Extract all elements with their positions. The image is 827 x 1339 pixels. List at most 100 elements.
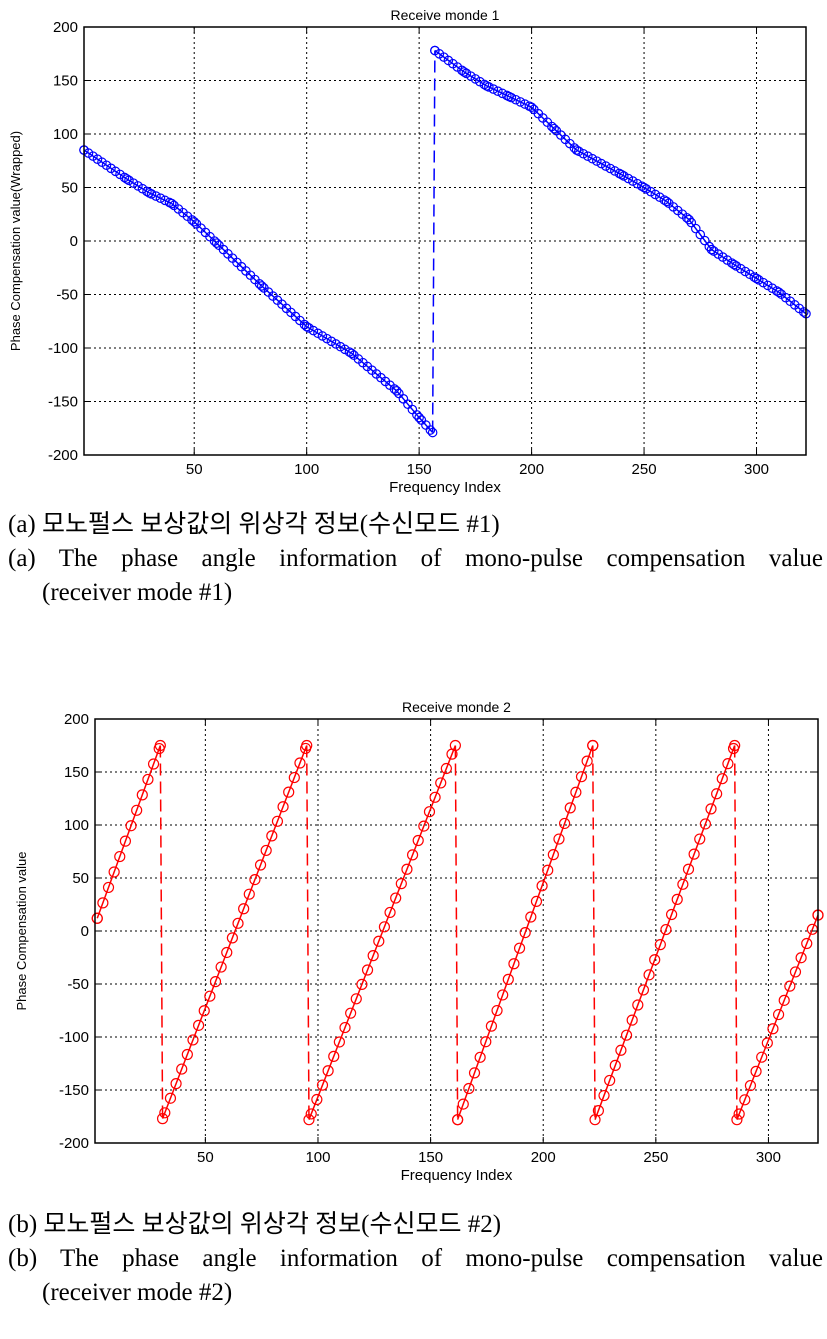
series-line — [261, 285, 308, 328]
data-point — [311, 1093, 323, 1106]
x-tick-label: 250 — [643, 1149, 668, 1166]
y-tick-label: 200 — [64, 711, 89, 728]
data-point — [166, 198, 177, 209]
tick-labels: 50 100 150 200 250 300 -200 -150 -100 -50 0 50 100 15… — [48, 19, 806, 478]
y-tick-label: -150 — [48, 394, 78, 411]
data-point — [463, 1082, 475, 1095]
data-point — [778, 994, 790, 1006]
data-point — [481, 81, 492, 91]
data-point — [559, 817, 571, 830]
data-point — [592, 156, 602, 166]
data-point — [345, 1007, 357, 1019]
data-point — [609, 1059, 621, 1071]
y-tick-label: 150 — [64, 764, 89, 781]
data-point — [801, 937, 813, 950]
y-tick-label: -100 — [48, 340, 78, 357]
series-line — [456, 745, 594, 1120]
data-point — [571, 145, 582, 155]
data-point — [620, 1029, 633, 1041]
series-0 — [91, 739, 824, 1126]
caption-english-line2: (receiver mode #1) — [42, 579, 233, 606]
data-point — [665, 908, 678, 921]
data-point — [491, 1004, 503, 1017]
caption-figure-a: (a) 모노펄스 보상값의 위상각 정보(수신모드 #1) (a) The ph… — [8, 508, 823, 610]
y-tick-label: -50 — [67, 976, 89, 993]
data-point — [316, 1079, 329, 1091]
data-point — [581, 755, 593, 767]
series-line — [736, 914, 819, 1120]
chart-title: Receive monde 2 — [402, 699, 511, 715]
data-point — [449, 739, 461, 752]
data-point — [142, 186, 152, 197]
data-point — [170, 1078, 182, 1090]
data-point — [767, 1023, 779, 1035]
caption-english: (a) The phase angle information of mono-… — [8, 542, 823, 610]
x-tick-label: 50 — [197, 1149, 214, 1166]
data-point — [119, 835, 132, 847]
y-tick-label: 50 — [72, 870, 89, 887]
data-point — [774, 287, 784, 298]
y-tick-label: 200 — [53, 19, 78, 36]
data-point — [605, 163, 616, 174]
caption-korean: (a) 모노펄스 보상값의 위상각 정보(수신모드 #1) — [8, 511, 500, 538]
data-point — [706, 244, 717, 255]
series-0 — [79, 45, 811, 438]
data-point — [301, 739, 313, 752]
data-point — [142, 773, 154, 786]
data-point — [209, 976, 222, 988]
data-point — [515, 97, 526, 107]
data-point — [350, 993, 362, 1005]
x-tick-label: 150 — [418, 1149, 443, 1166]
data-point — [136, 789, 148, 801]
data-point — [164, 1092, 177, 1104]
data-point — [671, 893, 683, 905]
data-point — [677, 878, 689, 890]
y-tick-label: -200 — [59, 1135, 89, 1152]
caption-figure-b: (b) 모노펄스 보상값의 위상각 정보(수신모드 #2) (b) The ph… — [8, 1208, 823, 1310]
data-point — [328, 1050, 340, 1062]
data-point — [589, 1114, 601, 1126]
data-point — [637, 984, 650, 996]
data-point — [542, 864, 554, 876]
data-point — [733, 1108, 745, 1120]
y-tick-label: 150 — [53, 73, 78, 90]
data-point — [91, 912, 103, 924]
data-point — [414, 412, 424, 423]
y-axis-label: Phase Compensation value — [14, 852, 29, 1011]
data-point — [114, 850, 126, 863]
data-point — [221, 946, 233, 959]
data-point — [238, 903, 250, 915]
data-point — [412, 834, 424, 847]
y-tick-label: 100 — [53, 126, 78, 143]
data-point — [430, 45, 440, 56]
grid — [84, 27, 806, 455]
y-tick-label: 50 — [61, 180, 78, 197]
wrap-jump-line — [159, 745, 164, 1119]
data-point — [682, 863, 695, 875]
data-point — [598, 1089, 610, 1102]
data-point — [784, 980, 796, 992]
data-point — [271, 815, 284, 827]
data-point — [699, 235, 710, 246]
wrap-jump-line — [592, 745, 596, 1120]
data-point — [232, 917, 244, 929]
data-point — [390, 892, 402, 904]
data-point — [305, 1108, 317, 1120]
data-point — [660, 923, 672, 936]
data-point — [256, 281, 267, 291]
data-point — [772, 1008, 785, 1021]
data-point — [356, 978, 368, 990]
wrap-jump-line — [733, 745, 738, 1120]
data-point — [502, 973, 514, 985]
caption-english-line1: (b) The phase angle information of mono-… — [8, 1245, 823, 1272]
wrap-jump-line — [431, 50, 436, 433]
data-point — [425, 425, 436, 435]
series-line — [216, 242, 263, 287]
data-point — [570, 786, 582, 798]
data-point — [587, 153, 598, 164]
data-point — [406, 849, 419, 861]
data-point — [654, 939, 666, 951]
data-point — [661, 196, 672, 207]
data-point — [266, 830, 278, 842]
data-point — [322, 1065, 334, 1077]
